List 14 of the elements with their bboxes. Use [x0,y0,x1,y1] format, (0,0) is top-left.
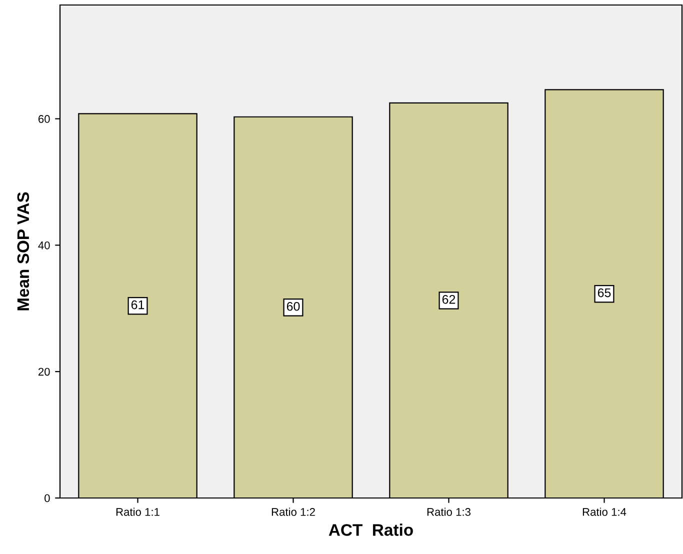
data-label: 61 [131,300,144,310]
y-tick-label: 40 [38,241,50,250]
data-label: 62 [442,294,456,304]
data-label: 60 [286,302,300,311]
x-tick-label: Ratio 1:2 [272,508,315,516]
x-tick-label: Ratio 1:4 [582,508,626,516]
y-tick-label: 60 [38,115,50,123]
y-axis-title: Mean SOP VAS [17,192,30,310]
y-tick-label: 20 [38,368,50,376]
data-label: 65 [598,288,611,298]
x-axis-title: ACT Ratio [328,524,413,536]
y-tick-label: 0 [44,494,50,502]
x-tick-label: Ratio 1:3 [427,508,470,516]
x-tick-label: Ratio 1:1 [116,508,160,516]
